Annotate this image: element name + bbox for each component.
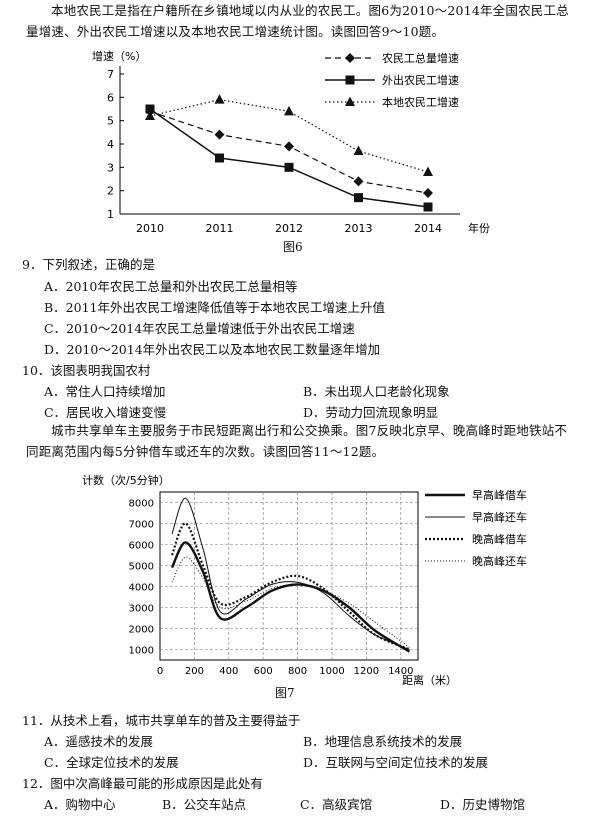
x-tick-label: 600 [254, 666, 273, 677]
question-10-option-b[interactable]: B．未出现人口老龄化现象 [303, 384, 450, 399]
data-point [284, 141, 294, 152]
data-point [145, 104, 155, 114]
question-10-option-a[interactable]: A．常住人口持续增加 [44, 384, 166, 399]
question-12-option-c[interactable]: C．高级宾馆 [300, 797, 373, 812]
legend-marker [345, 75, 355, 85]
data-point [284, 162, 294, 172]
question-10-option-d[interactable]: D．劳动力回流现象明显 [303, 405, 439, 420]
x-tick-label: 800 [288, 666, 307, 677]
series-line-4 [171, 556, 410, 648]
question-11-option-d[interactable]: D．互联网与空间定位技术的发展 [303, 755, 489, 770]
question-11-option-b[interactable]: B．地理信息系统技术的发展 [303, 734, 463, 749]
legend-item-3: 本地农民工增速 [325, 95, 459, 109]
question-12-option-d[interactable]: D．历史博物馆 [440, 797, 526, 812]
legend-marker [345, 53, 355, 63]
series-line-3 [171, 522, 410, 651]
y-tick-label: 4 [107, 138, 114, 151]
question-9-option-c[interactable]: C．2010～2014年农民工总量增速低于外出农民工增速 [44, 321, 355, 336]
x-tick-label: 2014 [414, 222, 442, 235]
legend-label-3: 晚高峰借车 [472, 532, 527, 546]
figure-6-chart: 增速（%） 年份 1 2 3 4 5 6 7 2010 2011 2012 2013 2014 农民工总量增… [92, 49, 490, 235]
data-point [284, 105, 294, 116]
y-axis-label: 计数（次/5分钟） [82, 473, 170, 487]
series-2 [145, 104, 433, 212]
data-point [354, 193, 363, 203]
series-line-1 [170, 541, 411, 653]
question-9-stem: 9．下列叙述，正确的是 [22, 257, 155, 272]
y-tick-label: 5000 [129, 562, 154, 573]
legend-label-1: 早高峰借车 [472, 488, 527, 502]
y-tick-label: 7 [107, 68, 114, 81]
data-point [423, 202, 433, 212]
y-tick-label: 1 [107, 208, 114, 221]
y-tick-label: 7000 [129, 520, 154, 531]
x-tick-label: 2013 [345, 222, 373, 235]
y-tick-label: 2 [107, 185, 114, 198]
x-tick-label: 2012 [275, 222, 303, 235]
question-12-option-a[interactable]: A．购物中心 [44, 797, 116, 812]
x-tick-label: 0 [157, 666, 163, 677]
question-9-option-d[interactable]: D．2010～2014年外出农民工以及本地农民工数量逐年增加 [44, 342, 381, 357]
intro-paragraph-1: 本地农民工是指在户籍所在乡镇地域以内从业的农民工。图6为2010～2014年全国… [26, 3, 569, 39]
y-tick-label: 5 [107, 115, 114, 128]
y-axis-label: 增速（%） [92, 49, 146, 63]
data-point [423, 166, 433, 176]
series-line [149, 110, 429, 194]
y-tick-label: 2000 [129, 625, 154, 636]
question-11-option-c[interactable]: C．全球定位技术的发展 [44, 755, 179, 770]
plot-frame [159, 491, 419, 661]
data-point [214, 129, 225, 140]
y-tick-label: 4000 [129, 583, 154, 594]
x-tick-label: 2011 [206, 222, 234, 235]
x-tick-label: 1200 [354, 666, 379, 677]
x-tick-label: 1400 [388, 666, 413, 677]
legend-label-4: 晚高峰还车 [472, 554, 527, 568]
series-1 [145, 106, 433, 198]
series-line-2 [171, 497, 410, 650]
legend-item-2: 外出农民工增速 [325, 73, 459, 87]
legend-label-2: 早高峰还车 [472, 510, 527, 524]
legend-label: 农民工总量增速 [382, 51, 459, 65]
data-point [145, 110, 155, 120]
x-tick-label: 2010 [136, 222, 164, 235]
question-10-stem: 10．该图表明我国农村 [22, 363, 151, 378]
legend-label: 外出农民工增速 [382, 73, 459, 87]
series-3 [145, 94, 433, 176]
legend-item-1: 农民工总量增速 [325, 51, 459, 65]
question-12-stem: 12．图中次高峰最可能的形成原因是此处有 [22, 776, 263, 791]
data-point [215, 153, 224, 163]
intro-paragraph-2: 城市共享单车主要服务于市民短距离出行和公交换乘。图7反映北京早、晚高峰时距地铁站… [26, 423, 568, 459]
figure-7-chart: 1000 2000 3000 4000 5000 6000 7000 8000 0 200 400 6… [82, 473, 527, 687]
data-point [353, 176, 364, 187]
legend-marker [345, 96, 355, 106]
y-tick-label: 3000 [129, 604, 154, 615]
x-axis-label: 距离（米） [402, 673, 457, 687]
question-10-option-c[interactable]: C．居民收入增速变慢 [44, 405, 167, 420]
x-tick-label: 200 [185, 666, 204, 677]
data-point [423, 188, 433, 198]
data-point [214, 94, 225, 104]
legend-label: 本地农民工增速 [382, 95, 459, 109]
question-9-option-a[interactable]: A．2010年农民工总量和外出农民工总量相等 [44, 279, 298, 294]
figure-7-caption: 图7 [275, 686, 295, 700]
figure-6-caption: 图6 [283, 240, 303, 254]
x-tick-label: 1000 [319, 666, 344, 677]
x-axis-label: 年份 [468, 221, 490, 235]
x-tick-label: 400 [219, 666, 238, 677]
y-tick-label: 8000 [129, 499, 154, 510]
series-line [149, 108, 429, 208]
question-9-option-b[interactable]: B．2011年外出农民工增速降低值等于本地农民工增速上升值 [44, 300, 385, 315]
data-point [353, 145, 364, 155]
question-11-stem: 11．从技术上看，城市共享单车的普及主要得益于 [22, 713, 301, 728]
y-tick-label: 3 [107, 161, 114, 174]
question-12-option-b[interactable]: B．公交车站点 [162, 797, 247, 812]
y-tick-label: 6000 [129, 541, 154, 552]
y-tick-label: 6 [107, 91, 114, 104]
y-tick-label: 1000 [129, 646, 154, 657]
question-11-option-a[interactable]: A．遥感技术的发展 [44, 734, 154, 749]
